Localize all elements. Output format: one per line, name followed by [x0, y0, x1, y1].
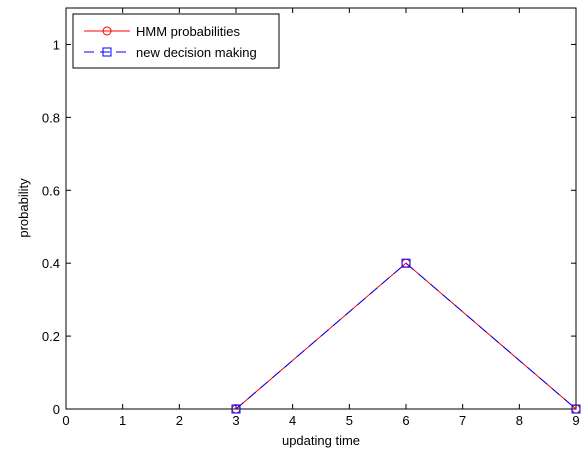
- x-tick-label: 0: [62, 413, 69, 428]
- x-tick-label: 3: [232, 413, 239, 428]
- x-tick-label: 9: [572, 413, 579, 428]
- legend-label-hmm: HMM probabilities: [136, 24, 241, 39]
- series-layer: [231, 258, 581, 414]
- axis-ticks: 0 1 2 3 4 5 6 7 8 9 0 0.2 0.4 0.6 0.8 1: [42, 8, 580, 428]
- legend-marker-hmm: [102, 26, 112, 36]
- x-tick-label: 5: [346, 413, 353, 428]
- y-tick-label: 0.2: [42, 329, 60, 344]
- x-tick-label: 6: [402, 413, 409, 428]
- y-tick-label: 0.6: [42, 183, 60, 198]
- data-point-new-decision: [231, 404, 241, 414]
- y-tick-label: 0: [53, 402, 60, 417]
- series-line-new-decision: [235, 262, 577, 410]
- x-tick-label: 8: [516, 413, 523, 428]
- legend: HMM probabilities new decision making: [72, 13, 280, 69]
- legend-box: [72, 13, 280, 69]
- legend-label-new: new decision making: [136, 45, 257, 60]
- plot-area: [65, 7, 577, 410]
- x-tick-label: 1: [119, 413, 126, 428]
- data-point-new-decision: [571, 404, 581, 414]
- x-axis-label: updating time: [282, 433, 360, 448]
- y-tick-label: 0.4: [42, 256, 60, 271]
- y-axis-label: probability: [16, 178, 31, 238]
- x-tick-label: 4: [289, 413, 296, 428]
- y-tick-label: 1: [53, 37, 60, 52]
- x-tick-label: 7: [459, 413, 466, 428]
- x-tick-label: 2: [176, 413, 183, 428]
- y-tick-label: 0.8: [42, 110, 60, 125]
- legend-marker-new: [102, 47, 112, 57]
- data-point-new-decision: [401, 258, 411, 268]
